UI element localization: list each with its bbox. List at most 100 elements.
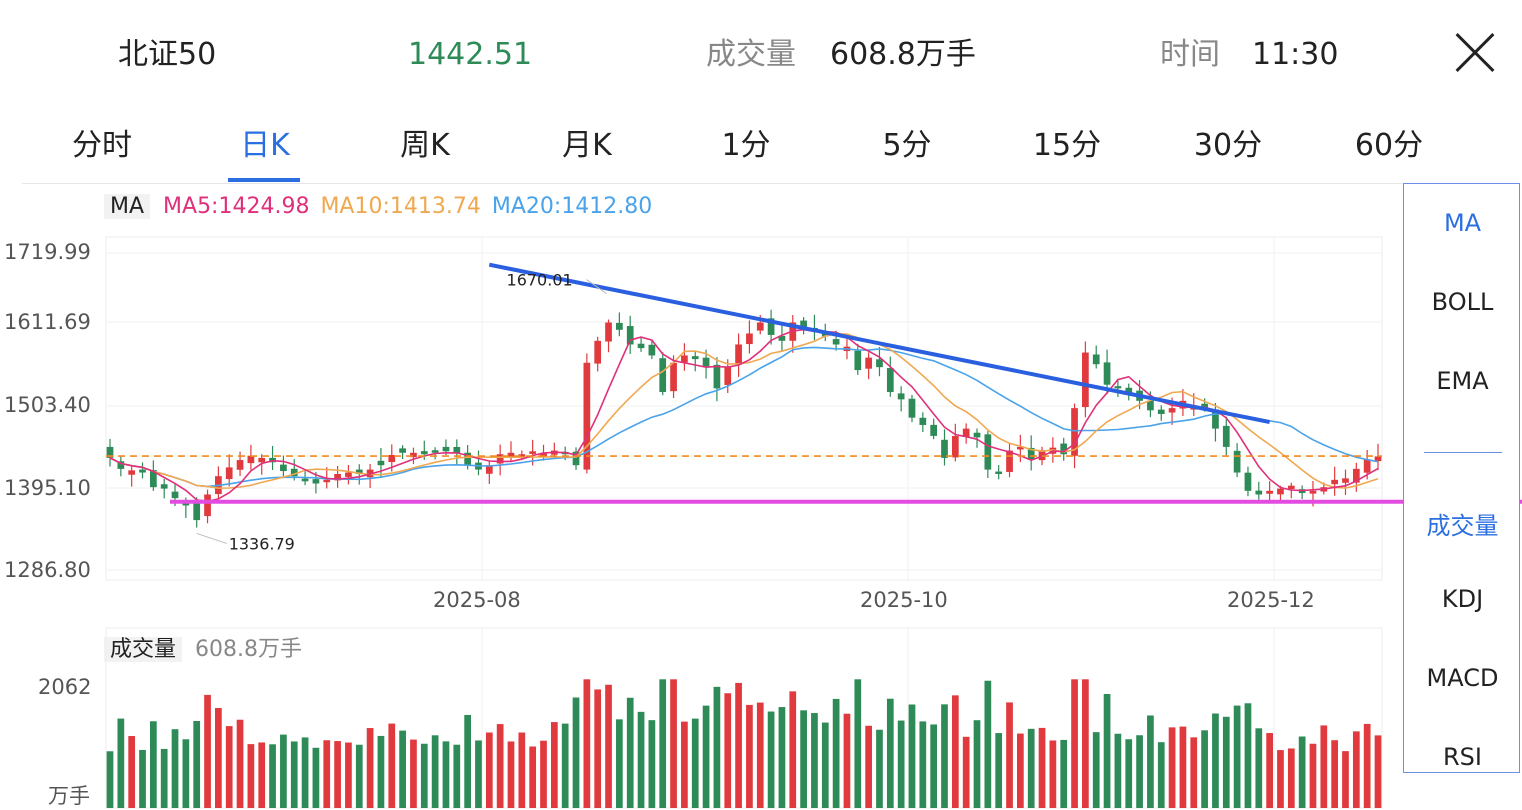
candle-body xyxy=(648,344,656,356)
tab-weekly-k[interactable]: 周K xyxy=(400,128,450,163)
candle-body xyxy=(496,454,504,464)
candle-body xyxy=(323,479,331,483)
period-tabs: 分时 日K 周K 月K 1分 5分 15分 30分 60分 xyxy=(0,110,1423,182)
volume-bar xyxy=(1255,728,1263,808)
volume-bar xyxy=(832,698,840,808)
candle-body xyxy=(193,501,201,521)
menu-ema[interactable]: EMA xyxy=(1436,367,1489,395)
volume-bar xyxy=(1125,739,1133,808)
volume-bar xyxy=(1114,733,1122,808)
tab-fenshi[interactable]: 分时 xyxy=(72,128,132,163)
volume-tag[interactable]: 成交量 xyxy=(104,637,183,662)
volume-bar xyxy=(518,732,526,808)
volume-bar xyxy=(930,724,938,808)
candle-body xyxy=(691,356,699,360)
volume-bar xyxy=(117,718,125,808)
candle-body xyxy=(1114,386,1122,389)
volume-bar xyxy=(247,744,255,808)
tab-1min[interactable]: 1分 xyxy=(721,128,771,163)
candle-body xyxy=(1287,485,1295,489)
volume-bar xyxy=(269,744,276,808)
ma10-line xyxy=(109,332,1379,490)
volume-bar xyxy=(572,697,580,808)
volume-bar xyxy=(345,742,352,808)
volume-bar xyxy=(1147,715,1154,808)
candle-body xyxy=(800,320,807,328)
menu-macd[interactable]: MACD xyxy=(1426,664,1499,692)
volume-bar xyxy=(951,695,959,808)
volume-bar xyxy=(811,713,818,808)
volume-bar xyxy=(1103,693,1111,808)
menu-kdj[interactable]: KDJ xyxy=(1441,585,1484,613)
indicator-menu: MA BOLL EMA 成交量 KDJ MACD RSI xyxy=(1403,183,1520,773)
menu-volume[interactable]: 成交量 xyxy=(1426,512,1499,540)
candle-body xyxy=(605,322,612,342)
tab-5min[interactable]: 5分 xyxy=(882,128,932,163)
tab-30min[interactable]: 30分 xyxy=(1193,128,1263,163)
volume-bar xyxy=(746,704,753,808)
candle-body xyxy=(399,448,406,453)
candle-body xyxy=(453,446,461,454)
volume-bar xyxy=(886,698,894,808)
candle-body xyxy=(1374,456,1382,462)
volume-bar xyxy=(182,739,190,808)
volume-bar xyxy=(594,689,602,808)
menu-ma[interactable]: MA xyxy=(1443,209,1482,237)
volume-bar xyxy=(280,734,287,808)
candle-body xyxy=(355,469,363,474)
candle-body xyxy=(258,457,266,463)
volume-bar xyxy=(1298,736,1306,808)
volume-bar xyxy=(713,686,721,808)
volume-bar xyxy=(204,694,211,808)
volume-bar xyxy=(290,741,298,808)
volume-frame xyxy=(105,627,1383,809)
candle-body xyxy=(1082,352,1089,408)
tab-15min[interactable]: 15分 xyxy=(1032,128,1102,163)
volume-bar xyxy=(616,719,623,808)
volume-bar xyxy=(1277,750,1284,808)
candle-body xyxy=(1006,450,1013,472)
volume-bar xyxy=(128,736,136,808)
ma10-value: MA10:1413.74 xyxy=(320,194,481,219)
volume-bar xyxy=(1027,728,1035,808)
high-leader-line xyxy=(586,279,607,294)
volume-bar xyxy=(453,744,461,808)
volume-bar xyxy=(171,729,179,808)
menu-rsi[interactable]: RSI xyxy=(1443,743,1482,771)
candle-body xyxy=(431,450,439,453)
volume-bar xyxy=(897,720,905,808)
y-tick-label: 1286.80 xyxy=(4,558,91,582)
volume-bar xyxy=(800,710,807,808)
ma20-line xyxy=(109,346,1379,488)
volume-bar xyxy=(1342,751,1349,808)
ma20-value: MA20:1412.80 xyxy=(491,194,653,219)
candle-body xyxy=(832,339,840,345)
tab-daily-k[interactable]: 日K xyxy=(240,128,290,163)
candle-body xyxy=(1157,409,1165,414)
candle-body xyxy=(670,362,677,392)
volume-bar xyxy=(550,722,558,808)
time-value: 11:30 xyxy=(1252,37,1339,72)
candle-body xyxy=(204,494,211,517)
volume-value: 608.8万手 xyxy=(830,37,976,72)
candle-body xyxy=(529,451,537,454)
tab-monthly-k[interactable]: 月K xyxy=(562,128,612,163)
volume-bar xyxy=(1092,732,1100,808)
menu-boll[interactable]: BOLL xyxy=(1431,288,1494,316)
volume-bar xyxy=(1363,723,1371,808)
candle-body xyxy=(106,446,114,458)
volume-bar xyxy=(1049,740,1057,808)
volume-bar xyxy=(908,704,916,808)
volume-bar xyxy=(1016,733,1024,808)
volume-bar xyxy=(1190,737,1198,808)
volume-bar xyxy=(865,725,872,808)
ma-tag[interactable]: MA xyxy=(104,194,151,219)
x-tick-label: 2025-10 xyxy=(860,588,948,612)
low-annotation: 1336.79 xyxy=(229,534,295,553)
tab-60min[interactable]: 60分 xyxy=(1354,128,1424,163)
candle-body xyxy=(485,465,493,474)
candle-body xyxy=(778,335,786,341)
candle-body xyxy=(225,467,233,480)
volume-bar xyxy=(1168,727,1176,808)
